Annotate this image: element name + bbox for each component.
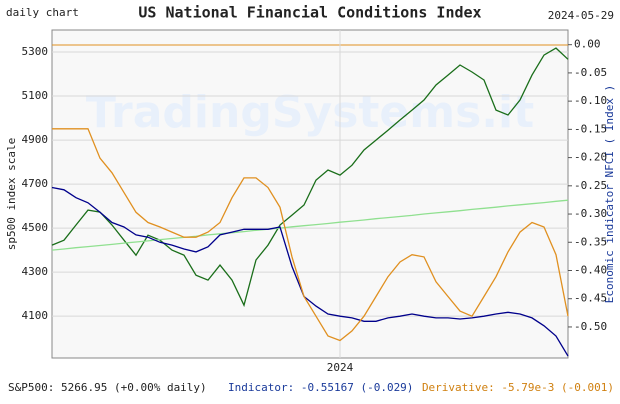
series-line bbox=[51, 199, 569, 251]
subtitle: daily chart bbox=[6, 6, 79, 19]
y2-tick-label: -0.05 bbox=[574, 66, 607, 79]
y-tick-label: 4900 bbox=[22, 133, 49, 146]
y-axis-title: sp500 index scale bbox=[5, 138, 18, 251]
footer-sp500: S&P500: 5266.95 (+0.00% daily) bbox=[8, 381, 207, 394]
y-tick-label: 5100 bbox=[22, 89, 49, 102]
y2-tick-label: -0.35 bbox=[574, 235, 607, 248]
watermark: TradingSystems.it bbox=[86, 87, 534, 138]
series-line bbox=[51, 186, 569, 357]
footer-derivative: Derivative: -5.79e-3 (-0.001) bbox=[422, 381, 614, 394]
y2-tick-label: -0.10 bbox=[574, 94, 607, 107]
y2-tick-label: -0.45 bbox=[574, 292, 607, 305]
y2-tick-label: -0.25 bbox=[574, 179, 607, 192]
y2-tick-label: -0.15 bbox=[574, 122, 607, 135]
y2-tick-label: 0.00 bbox=[574, 38, 601, 51]
y-tick-label: 4100 bbox=[22, 309, 49, 322]
y-tick-label: 5300 bbox=[22, 45, 49, 58]
y2-tick-label: -0.30 bbox=[574, 207, 607, 220]
series-line bbox=[51, 47, 569, 308]
x-tick-label: 2024 bbox=[327, 361, 354, 374]
y-tick-label: 4500 bbox=[22, 221, 49, 234]
y-tick-label: 4300 bbox=[22, 265, 49, 278]
y2-axis-title: Economic indicator NFCI ( Index ) bbox=[603, 85, 616, 304]
date: 2024-05-29 bbox=[548, 9, 614, 22]
y-tick-label: 4700 bbox=[22, 177, 49, 190]
footer-indicator: Indicator: -0.55167 (-0.029) bbox=[228, 381, 413, 394]
y2-tick-label: -0.50 bbox=[574, 320, 607, 333]
y2-tick-label: -0.40 bbox=[574, 263, 607, 276]
chart-title: US National Financial Conditions Index bbox=[138, 4, 481, 22]
series-line bbox=[52, 128, 569, 342]
y2-tick-label: -0.20 bbox=[574, 151, 607, 164]
